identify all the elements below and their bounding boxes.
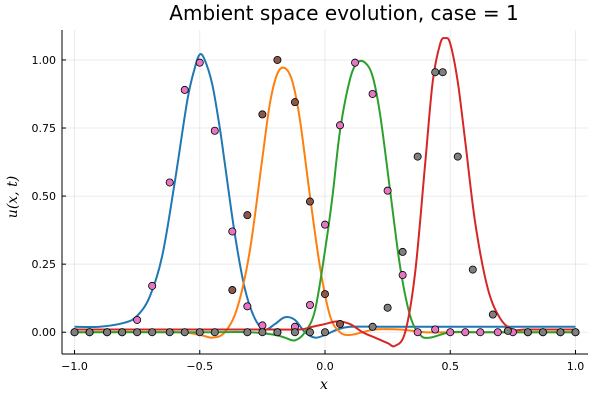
data-point-3	[538, 328, 547, 337]
data-point-1	[383, 186, 392, 195]
data-point-3	[305, 328, 314, 337]
data-point-1	[476, 328, 485, 337]
data-point-3	[398, 247, 407, 256]
data-point-3	[438, 68, 447, 77]
data-point-2	[258, 110, 267, 119]
data-point-3	[210, 328, 219, 337]
data-point-3	[258, 328, 267, 337]
data-point-3	[290, 328, 299, 337]
data-point-1	[148, 281, 157, 290]
data-point-3	[180, 328, 189, 337]
data-point-3	[85, 328, 94, 337]
y-axis-label: u(x, t)	[5, 176, 21, 218]
data-point-3	[468, 265, 477, 274]
grid	[62, 30, 588, 354]
data-point-1	[493, 328, 502, 337]
data-point-3	[431, 68, 440, 77]
data-point-3	[148, 328, 157, 337]
data-point-1	[258, 321, 267, 330]
data-point-3	[195, 328, 204, 337]
y-tick-label: 0.25	[32, 258, 57, 271]
data-point-1	[195, 58, 204, 67]
data-point-1	[165, 178, 174, 187]
data-point-1	[461, 328, 470, 337]
data-point-1	[320, 220, 329, 229]
data-point-2	[243, 211, 252, 220]
data-point-2	[273, 55, 282, 64]
x-tick-label: 1.0	[567, 360, 585, 373]
data-point-1	[180, 85, 189, 94]
data-point-3	[571, 328, 580, 337]
data-point-1	[351, 58, 360, 67]
data-point-1	[305, 300, 314, 309]
data-point-3	[368, 322, 377, 331]
x-axis-label: x	[320, 377, 328, 393]
data-point-1	[413, 328, 422, 337]
y-tick-label: 1.00	[32, 54, 57, 67]
data-point-3	[243, 328, 252, 337]
data-point-1	[228, 227, 237, 236]
y-tick-label: 0.75	[32, 122, 57, 135]
data-point-3	[453, 152, 462, 161]
data-point-2	[320, 290, 329, 299]
data-point-1	[133, 315, 142, 324]
chart-title: Ambient space evolution, case = 1	[169, 1, 518, 25]
data-point-3	[383, 303, 392, 312]
data-point-3	[523, 328, 532, 337]
data-point-1	[431, 325, 440, 334]
data-point-1	[398, 271, 407, 280]
data-point-3	[118, 328, 127, 337]
data-point-2	[305, 197, 314, 206]
y-tick-label: 0.00	[32, 326, 57, 339]
data-point-3	[273, 328, 282, 337]
scatter-points	[70, 55, 580, 337]
data-point-1	[210, 126, 219, 135]
series-line-4	[74, 36, 576, 348]
data-point-3	[165, 328, 174, 337]
data-point-1	[336, 121, 345, 130]
data-point-3	[413, 152, 422, 161]
tick-labels: −1.0 −0.5 0.0 0.5 1.0 0.00 0.25 0.50 0.75 1.00	[32, 54, 585, 373]
x-tick-label: −1.0	[61, 360, 88, 373]
data-point-3	[503, 326, 512, 335]
data-point-1	[243, 302, 252, 311]
data-point-3	[320, 328, 329, 337]
data-point-3	[70, 328, 79, 337]
data-point-3	[103, 328, 112, 337]
data-point-2	[228, 286, 237, 295]
y-tick-label: 0.50	[32, 190, 57, 203]
data-point-1	[446, 328, 455, 337]
data-point-3	[488, 310, 497, 319]
data-point-3	[133, 328, 142, 337]
data-point-1	[368, 89, 377, 98]
axes	[61, 30, 588, 355]
data-point-2	[290, 98, 299, 107]
x-tick-label: 0.0	[316, 360, 334, 373]
x-tick-label: −0.5	[186, 360, 213, 373]
x-tick-label: 0.5	[441, 360, 459, 373]
data-point-3	[556, 328, 565, 337]
data-point-2	[336, 320, 345, 329]
